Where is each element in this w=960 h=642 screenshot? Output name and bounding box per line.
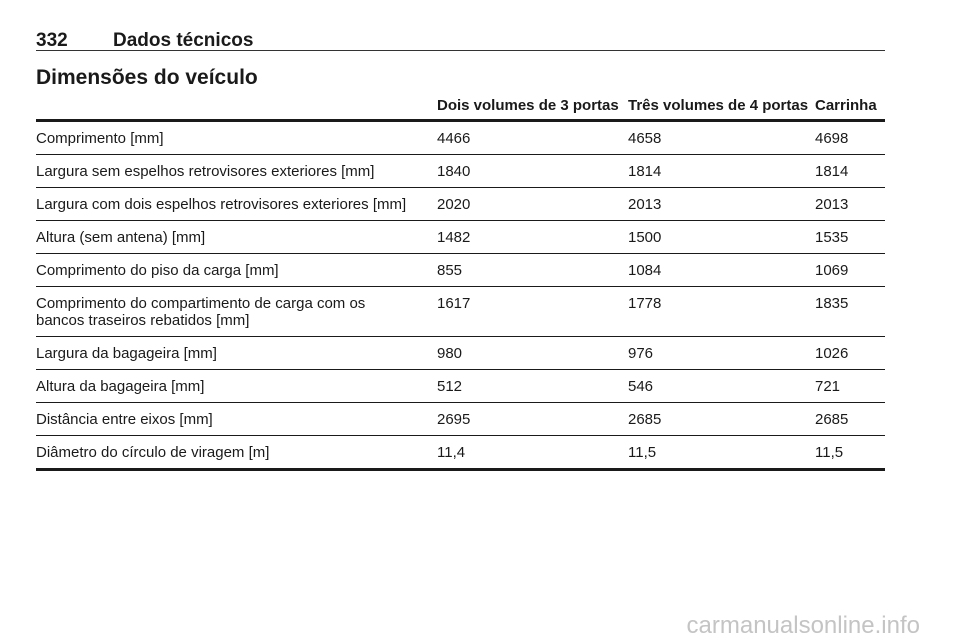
row-label: Distância entre eixos [mm] — [36, 402, 437, 436]
table-row: Diâmetro do círculo de viragem [m] 11,4 11… — [36, 435, 885, 471]
cell: 976 — [628, 336, 815, 370]
page-header-title: Dados técnicos — [113, 30, 254, 51]
table-header-row: Dois volumes de 3 portas Três volumes de … — [36, 95, 885, 122]
cell: 1026 — [815, 336, 885, 370]
table-row: Distância entre eixos [mm] 2695 2685 2685 — [36, 402, 885, 436]
table-body: Comprimento [mm] 4466 4658 4698 Largura sem … — [36, 120, 885, 471]
table-row: Altura (sem antena) [mm] 1482 1500 1535 — [36, 220, 885, 254]
watermark: carmanualsonline.info — [686, 612, 920, 639]
cell: 1500 — [628, 220, 815, 254]
page-number: 332 — [36, 30, 68, 51]
row-label: Diâmetro do círculo de viragem [m] — [36, 435, 437, 471]
cell: 1069 — [815, 253, 885, 287]
column-header: Carrinha — [815, 95, 885, 122]
table-row: Largura sem espelhos retrovisores exteri… — [36, 154, 885, 188]
cell: 11,4 — [437, 435, 628, 471]
cell: 2685 — [628, 402, 815, 436]
row-label: Largura sem espelhos retrovisores exteri… — [36, 154, 437, 188]
section-title: Dimensões do veículo — [36, 66, 258, 89]
row-label: Altura (sem antena) [mm] — [36, 220, 437, 254]
cell: 1814 — [815, 154, 885, 188]
cell: 2013 — [815, 187, 885, 221]
cell: 546 — [628, 369, 815, 403]
cell: 2695 — [437, 402, 628, 436]
cell: 4466 — [437, 120, 628, 155]
cell: 1835 — [815, 286, 885, 337]
column-header — [36, 95, 437, 122]
cell: 11,5 — [628, 435, 815, 471]
table-row: Comprimento do piso da carga [mm] 855 1084… — [36, 253, 885, 287]
cell: 1084 — [628, 253, 815, 287]
cell: 2013 — [628, 187, 815, 221]
cell: 11,5 — [815, 435, 885, 471]
table-row: Comprimento [mm] 4466 4658 4698 — [36, 120, 885, 155]
row-label: Comprimento do piso da carga [mm] — [36, 253, 437, 287]
table-row: Largura com dois espelhos retrovisores e… — [36, 187, 885, 221]
cell: 2020 — [437, 187, 628, 221]
cell: 980 — [437, 336, 628, 370]
cell: 4698 — [815, 120, 885, 155]
row-label: Largura da bagageira [mm] — [36, 336, 437, 370]
table-row: Comprimento do compartimento de carga co… — [36, 286, 885, 337]
cell: 1778 — [628, 286, 815, 337]
cell: 4658 — [628, 120, 815, 155]
table-row: Largura da bagageira [mm] 980 976 1026 — [36, 336, 885, 370]
table-row: Altura da bagageira [mm] 512 546 721 — [36, 369, 885, 403]
cell: 2685 — [815, 402, 885, 436]
row-label: Comprimento [mm] — [36, 120, 437, 155]
cell: 512 — [437, 369, 628, 403]
cell: 855 — [437, 253, 628, 287]
dimensions-table: Dois volumes de 3 portas Três volumes de … — [36, 95, 885, 471]
column-header: Dois volumes de 3 portas — [437, 95, 628, 122]
header-rule — [36, 50, 885, 51]
row-label: Comprimento do compartimento de carga co… — [36, 286, 437, 337]
column-header: Três volumes de 4 portas — [628, 95, 815, 122]
row-label: Largura com dois espelhos retrovisores e… — [36, 187, 437, 221]
row-label: Altura da bagageira [mm] — [36, 369, 437, 403]
cell: 1535 — [815, 220, 885, 254]
cell: 1617 — [437, 286, 628, 337]
cell: 1482 — [437, 220, 628, 254]
cell: 1814 — [628, 154, 815, 188]
cell: 721 — [815, 369, 885, 403]
cell: 1840 — [437, 154, 628, 188]
